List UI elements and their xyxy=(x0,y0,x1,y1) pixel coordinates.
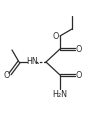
Text: HN: HN xyxy=(26,57,38,66)
Text: O: O xyxy=(75,71,82,80)
Text: O: O xyxy=(3,71,10,80)
Text: H₂N: H₂N xyxy=(53,89,68,98)
Text: ··: ·· xyxy=(35,61,40,67)
Text: O: O xyxy=(53,32,59,41)
Text: O: O xyxy=(75,45,82,54)
